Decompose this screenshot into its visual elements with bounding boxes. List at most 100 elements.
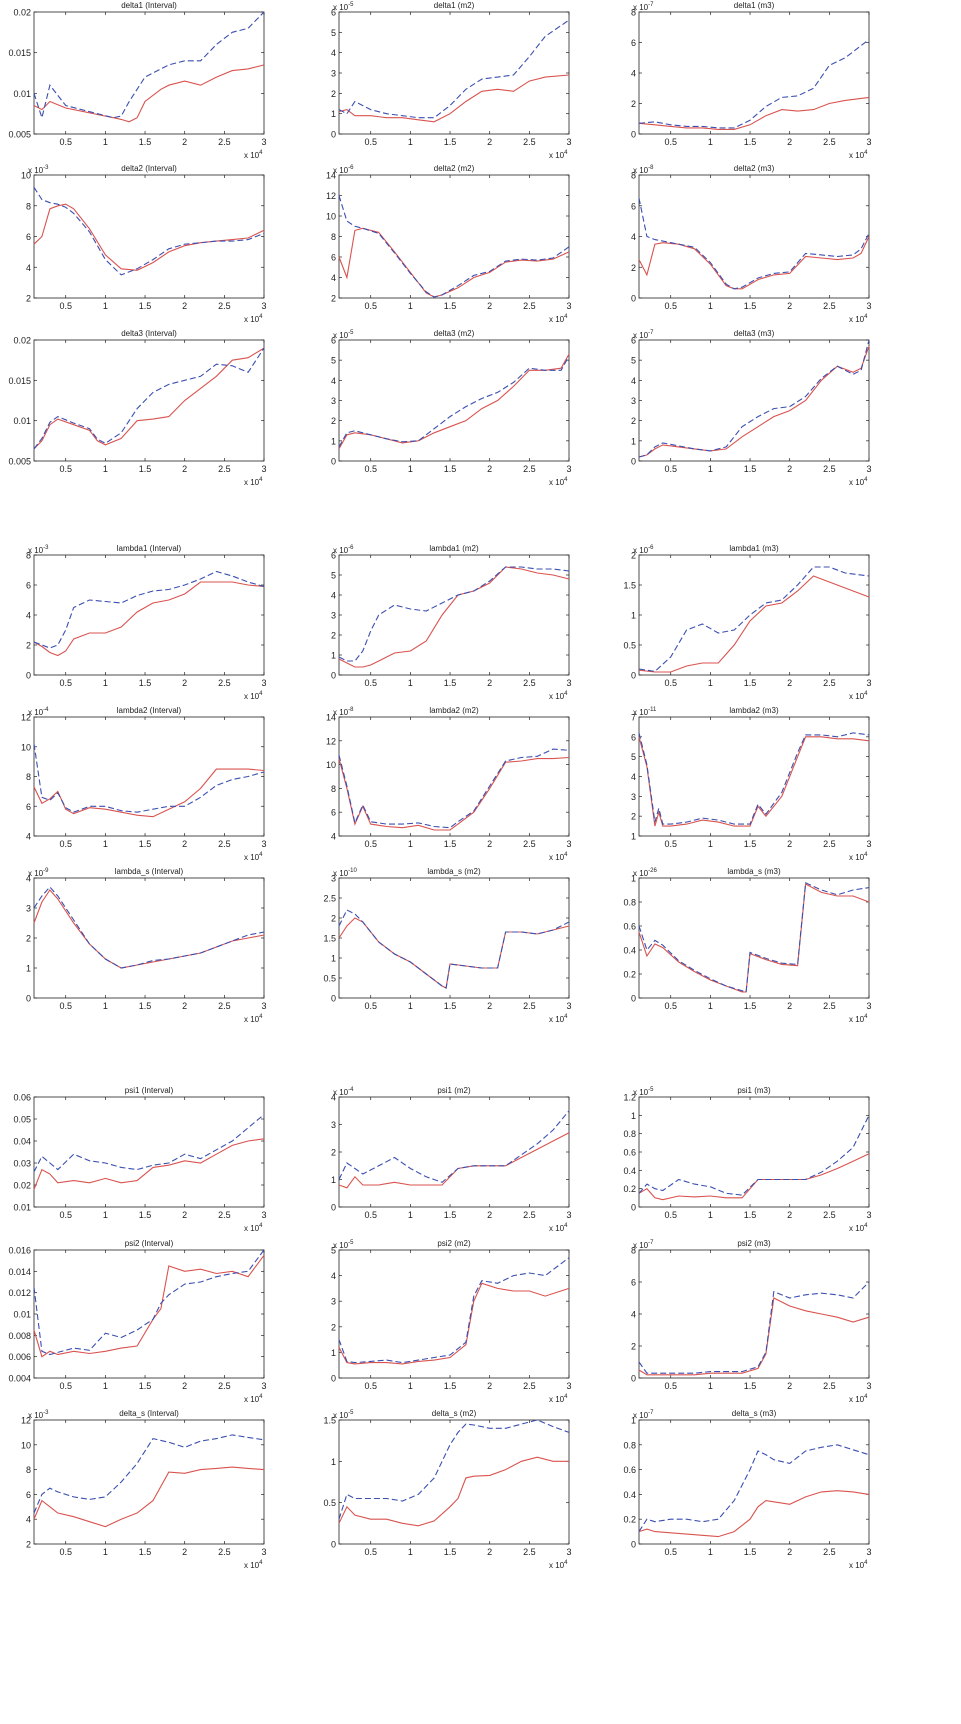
- y-tick-label: 0.2: [623, 1515, 636, 1525]
- chart-title: delta2 (m2): [434, 164, 475, 173]
- chart-title: lambda2 (Interval): [117, 706, 182, 715]
- x-tick-label: 2.5: [218, 1381, 231, 1391]
- x-tick-label: 1.5: [744, 301, 757, 311]
- plot-frame: [33, 1249, 265, 1379]
- y-exponent: x 10-7: [633, 1410, 654, 1420]
- x-tick-label: 1.5: [139, 839, 152, 849]
- plot-frame: [338, 1096, 570, 1208]
- dashed-series-line: [338, 909, 570, 989]
- y-tick-label: 5: [331, 571, 336, 581]
- dashed-series-line: [338, 19, 570, 119]
- plot-frame: [33, 554, 265, 676]
- y-tick-label: 0.02: [13, 8, 31, 18]
- plot-frame: [338, 174, 570, 299]
- y-exponent-power: -8: [648, 165, 654, 171]
- x-tick-label: 1: [408, 1210, 413, 1220]
- y-tick-label: 12: [326, 736, 336, 746]
- y-exponent: x 10-5: [633, 1087, 654, 1097]
- solid-series-line: [338, 1456, 569, 1527]
- chart-panel: delta2 (Interval) 2 4 6 8 10 0.5 1 1.5 2 2.5 3 x 10-…: [21, 164, 267, 324]
- x-tick-label: 2.5: [523, 464, 536, 474]
- x-tick-label: 2.5: [218, 1001, 231, 1011]
- chart-panel: delta_s (Interval) 2 4 6 8 10 12 0.5 1 1.5 2 2.5 3 x …: [21, 1409, 267, 1570]
- solid-series-line: [638, 736, 870, 827]
- y-tick-label: 2: [26, 641, 31, 651]
- y-tick-label: 2: [331, 89, 336, 99]
- x-tick-label: 1.5: [444, 464, 457, 474]
- x-tick-label: 1: [708, 678, 713, 688]
- solid-series-line: [638, 1490, 870, 1538]
- chart-panel: psi1 (Interval) 0.01 0.02 0.03 0.04 0.05 0.06 0…: [13, 1086, 266, 1233]
- x-exponent: x 104: [549, 691, 568, 701]
- x-exponent-power: 4: [564, 477, 568, 483]
- x-tick-label: 2: [787, 137, 792, 147]
- chart-title: delta_s (m3): [732, 1409, 777, 1418]
- solid-series-line: [33, 1466, 265, 1528]
- x-tick-label: 3: [866, 464, 871, 474]
- y-exponent-power: -5: [348, 330, 354, 336]
- chart-panel: delta1 (m2) 0 1 2 3 4 5 6 0.5 1 1.5 2 2.5 3 x 10-5 x 10…: [331, 1, 572, 160]
- x-tick-label: 3: [566, 1381, 571, 1391]
- x-tick-label: 3: [866, 839, 871, 849]
- y-tick-label: 1: [331, 1348, 336, 1358]
- y-tick-label: 4: [331, 48, 336, 58]
- y-tick-label: 0.03: [13, 1159, 31, 1169]
- y-tick-label: 8: [331, 784, 336, 794]
- x-tick-label: 2: [487, 137, 492, 147]
- y-tick-label: 2: [331, 631, 336, 641]
- y-tick-label: 3: [331, 611, 336, 621]
- x-tick-label: 2.5: [523, 301, 536, 311]
- x-tick-label: 3: [866, 1001, 871, 1011]
- chart-title: lambda1 (Interval): [117, 544, 182, 553]
- x-exponent: x 104: [549, 150, 568, 160]
- plot-frame: [338, 1419, 570, 1545]
- x-tick-label: 1: [103, 1001, 108, 1011]
- x-exponent-power: 4: [864, 1223, 868, 1229]
- y-tick-label: 5: [331, 356, 336, 366]
- chart-title: delta2 (m3): [734, 164, 775, 173]
- plot-frame: [33, 1419, 265, 1545]
- x-tick-label: 1: [708, 1001, 713, 1011]
- y-tick-label: 1: [631, 874, 636, 884]
- x-tick-label: 2: [487, 464, 492, 474]
- chart-panel: lambda1 (m2) 0 1 2 3 4 5 6 0.5 1 1.5 2 2.5 3 x 10-6 x 1…: [331, 544, 572, 701]
- dashed-series-line: [33, 743, 265, 813]
- chart-title: psi1 (m2): [437, 1086, 471, 1095]
- x-tick-label: 1: [408, 678, 413, 688]
- y-exponent: x 10-7: [633, 2, 654, 12]
- y-tick-label: 8: [26, 772, 31, 782]
- y-tick-label: 3: [331, 1297, 336, 1307]
- solid-series-line: [638, 345, 870, 458]
- x-exponent-power: 4: [864, 852, 868, 858]
- x-tick-label: 0.5: [364, 678, 377, 688]
- plot-frame: [338, 554, 570, 676]
- y-exponent-power: -26: [648, 868, 657, 874]
- chart-panel: lambda_s (m2)00.511.522.530.5 1 1.5 2 2.5 3x …: [323, 867, 571, 1024]
- x-exponent-power: 4: [864, 1014, 868, 1020]
- x-exponent: x 104: [849, 477, 868, 487]
- dashed-series-line: [638, 197, 870, 290]
- x-tick-label: 1.5: [444, 1001, 457, 1011]
- x-exponent: x 104: [549, 314, 568, 324]
- x-tick-label: 3: [566, 1001, 571, 1011]
- y-tick-label: 2: [331, 914, 336, 924]
- y-exponent: x 10-5: [333, 1240, 354, 1250]
- y-tick-label: 8: [631, 171, 636, 181]
- x-exponent: x 104: [244, 1560, 263, 1570]
- x-exponent-power: 4: [259, 1560, 263, 1566]
- dashed-series-line: [638, 566, 870, 672]
- y-tick-label: 10: [21, 1440, 31, 1450]
- x-tick-label: 2: [787, 1381, 792, 1391]
- dashed-series-line: [638, 881, 870, 993]
- solid-series-line: [338, 917, 570, 989]
- y-tick-label: 0.6: [623, 1465, 636, 1475]
- x-tick-label: 1: [103, 137, 108, 147]
- y-tick-label: 0: [631, 294, 636, 304]
- x-exponent-power: 4: [259, 314, 263, 320]
- y-tick-label: 4: [331, 376, 336, 386]
- x-exponent: x 104: [244, 1223, 263, 1233]
- solid-series-line: [638, 1297, 870, 1376]
- y-tick-label: 0: [26, 671, 31, 681]
- x-tick-label: 2.5: [523, 1381, 536, 1391]
- y-tick-label: 3: [331, 69, 336, 79]
